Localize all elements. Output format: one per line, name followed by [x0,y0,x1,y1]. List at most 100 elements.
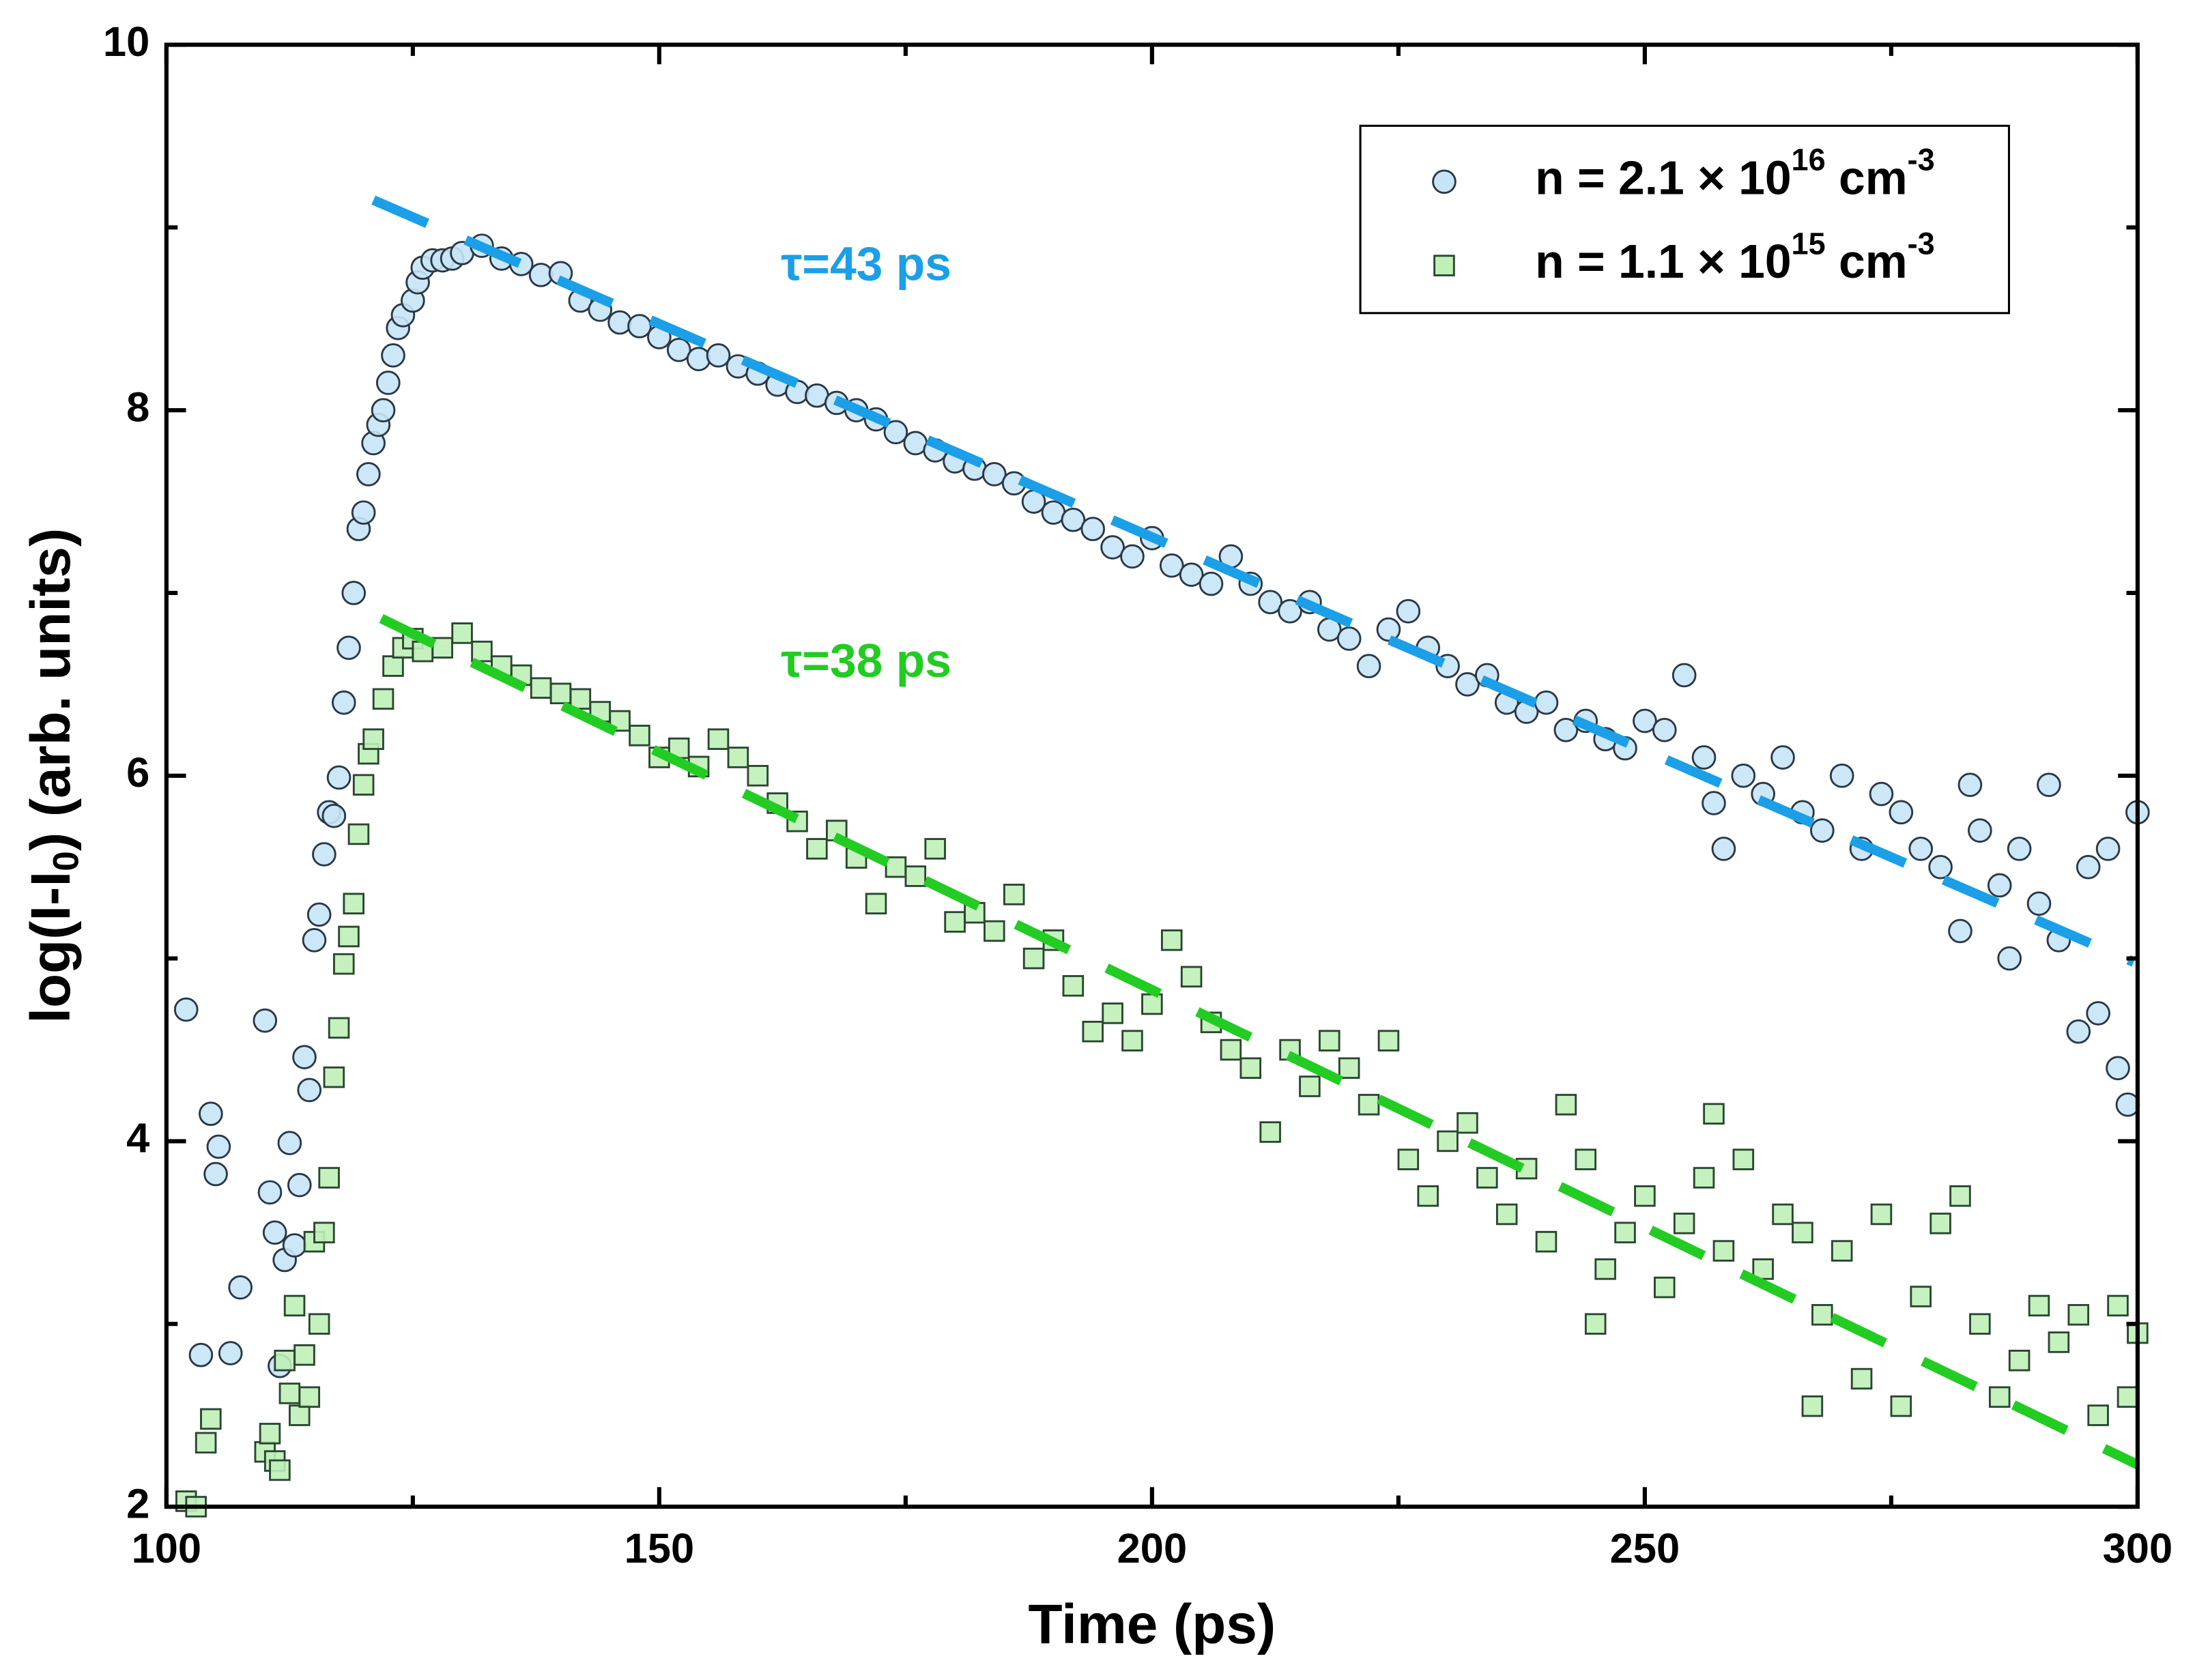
data-point [1120,544,1145,569]
data-point [289,1404,311,1426]
data-point [1457,1112,1478,1134]
data-point [2095,837,2121,861]
data-point [1239,1057,1262,1080]
data-point [195,1432,217,1454]
data-point [297,1077,322,1103]
legend-label: n = 2.1 × 1016 cm-3 [1535,143,1935,205]
data-point [1160,929,1183,951]
data-point [686,347,711,371]
legend-text: cm [1826,151,1908,205]
data-point [218,1341,243,1365]
data-point [1732,1148,1755,1170]
data-point [607,310,632,335]
data-point [1928,854,1953,880]
data-point [1792,1221,1813,1244]
data-point [257,1180,283,1205]
x-axis-label: Time (ps) [1029,1593,1276,1655]
data-point [747,765,769,787]
data-point [1957,772,1983,797]
data-point [1179,562,1204,588]
data-point [569,688,592,710]
data-point [1356,654,1381,678]
data-point [253,1008,278,1033]
data-point [2037,772,2061,797]
data-point [381,343,405,368]
data-point [1258,590,1282,615]
data-point [1770,745,1795,770]
legend-sup: -3 [1908,226,1935,261]
data-point [2028,1294,2050,1317]
y-tick-label: 8 [126,383,149,431]
data-point [341,581,367,605]
legend-label: n = 1.1 × 1015 cm-3 [1535,226,1935,288]
data-point [326,765,352,790]
data-point [333,953,355,975]
legend: n = 2.1 × 1016 cm-3 n = 1.1 × 1015 cm-3 [1359,124,2010,315]
data-point [627,314,652,338]
data-point [351,500,376,525]
y-label-part: ) (arb. units) [20,528,82,851]
data-point [1869,781,1894,807]
data-point [2048,1331,2070,1353]
data-point [727,747,749,768]
data-point [277,1131,302,1155]
data-point [1772,1203,1794,1226]
data-point [1672,663,1697,688]
data-point [1948,918,1972,944]
data-point [1870,1203,1893,1226]
legend-sup: 15 [1792,226,1826,261]
data-point [1082,1020,1104,1043]
data-point [1437,1130,1459,1153]
data-point [362,728,384,750]
data-point [984,920,1005,942]
data-point [549,682,572,705]
data-point [312,842,336,867]
data-point [944,911,966,933]
data-point [1811,1304,1833,1326]
data-point [1476,1167,1498,1189]
y-tick-label: 10 [103,18,149,66]
data-point [904,865,927,887]
data-point [1455,672,1480,697]
data-point [200,1408,222,1430]
data-point [2067,1304,2090,1326]
data-point [1278,598,1302,624]
data-point [1693,1167,1715,1189]
data-point [2066,1019,2091,1044]
y-tick-label: 2 [126,1480,149,1527]
data-point [259,1423,281,1445]
fit-line [371,195,2136,967]
data-point [173,997,199,1022]
data-point [451,622,473,644]
data-point [2087,1404,2109,1426]
data-point [278,1382,301,1404]
data-point [530,677,552,699]
legend-sup: 16 [1792,143,1826,177]
data-point [338,925,360,948]
data-point [2026,891,2052,916]
data-point [1829,763,1854,788]
y-tick-label: 4 [126,1115,149,1162]
data-point [347,823,370,845]
data-point [1633,708,1657,734]
data-point [283,1294,306,1317]
data-point [372,688,394,710]
data-point [471,640,493,663]
data-point [2076,854,2101,880]
data-point [924,838,946,860]
data-point [982,462,1007,487]
series-1 [175,622,2149,1518]
legend-marker [1432,169,1457,194]
data-point [274,1349,296,1372]
data-point [1220,1039,1242,1061]
data-point [706,343,731,368]
data-point [1299,1075,1321,1097]
data-point [1673,1213,1695,1234]
data-point [262,1220,287,1245]
legend-sup: -3 [1908,143,1935,177]
data-point [1397,1148,1420,1170]
x-tick-label: 300 [2103,1525,2173,1572]
data-point [431,637,453,659]
data-point [666,337,691,362]
annotation: τ=38 ps [781,634,951,687]
